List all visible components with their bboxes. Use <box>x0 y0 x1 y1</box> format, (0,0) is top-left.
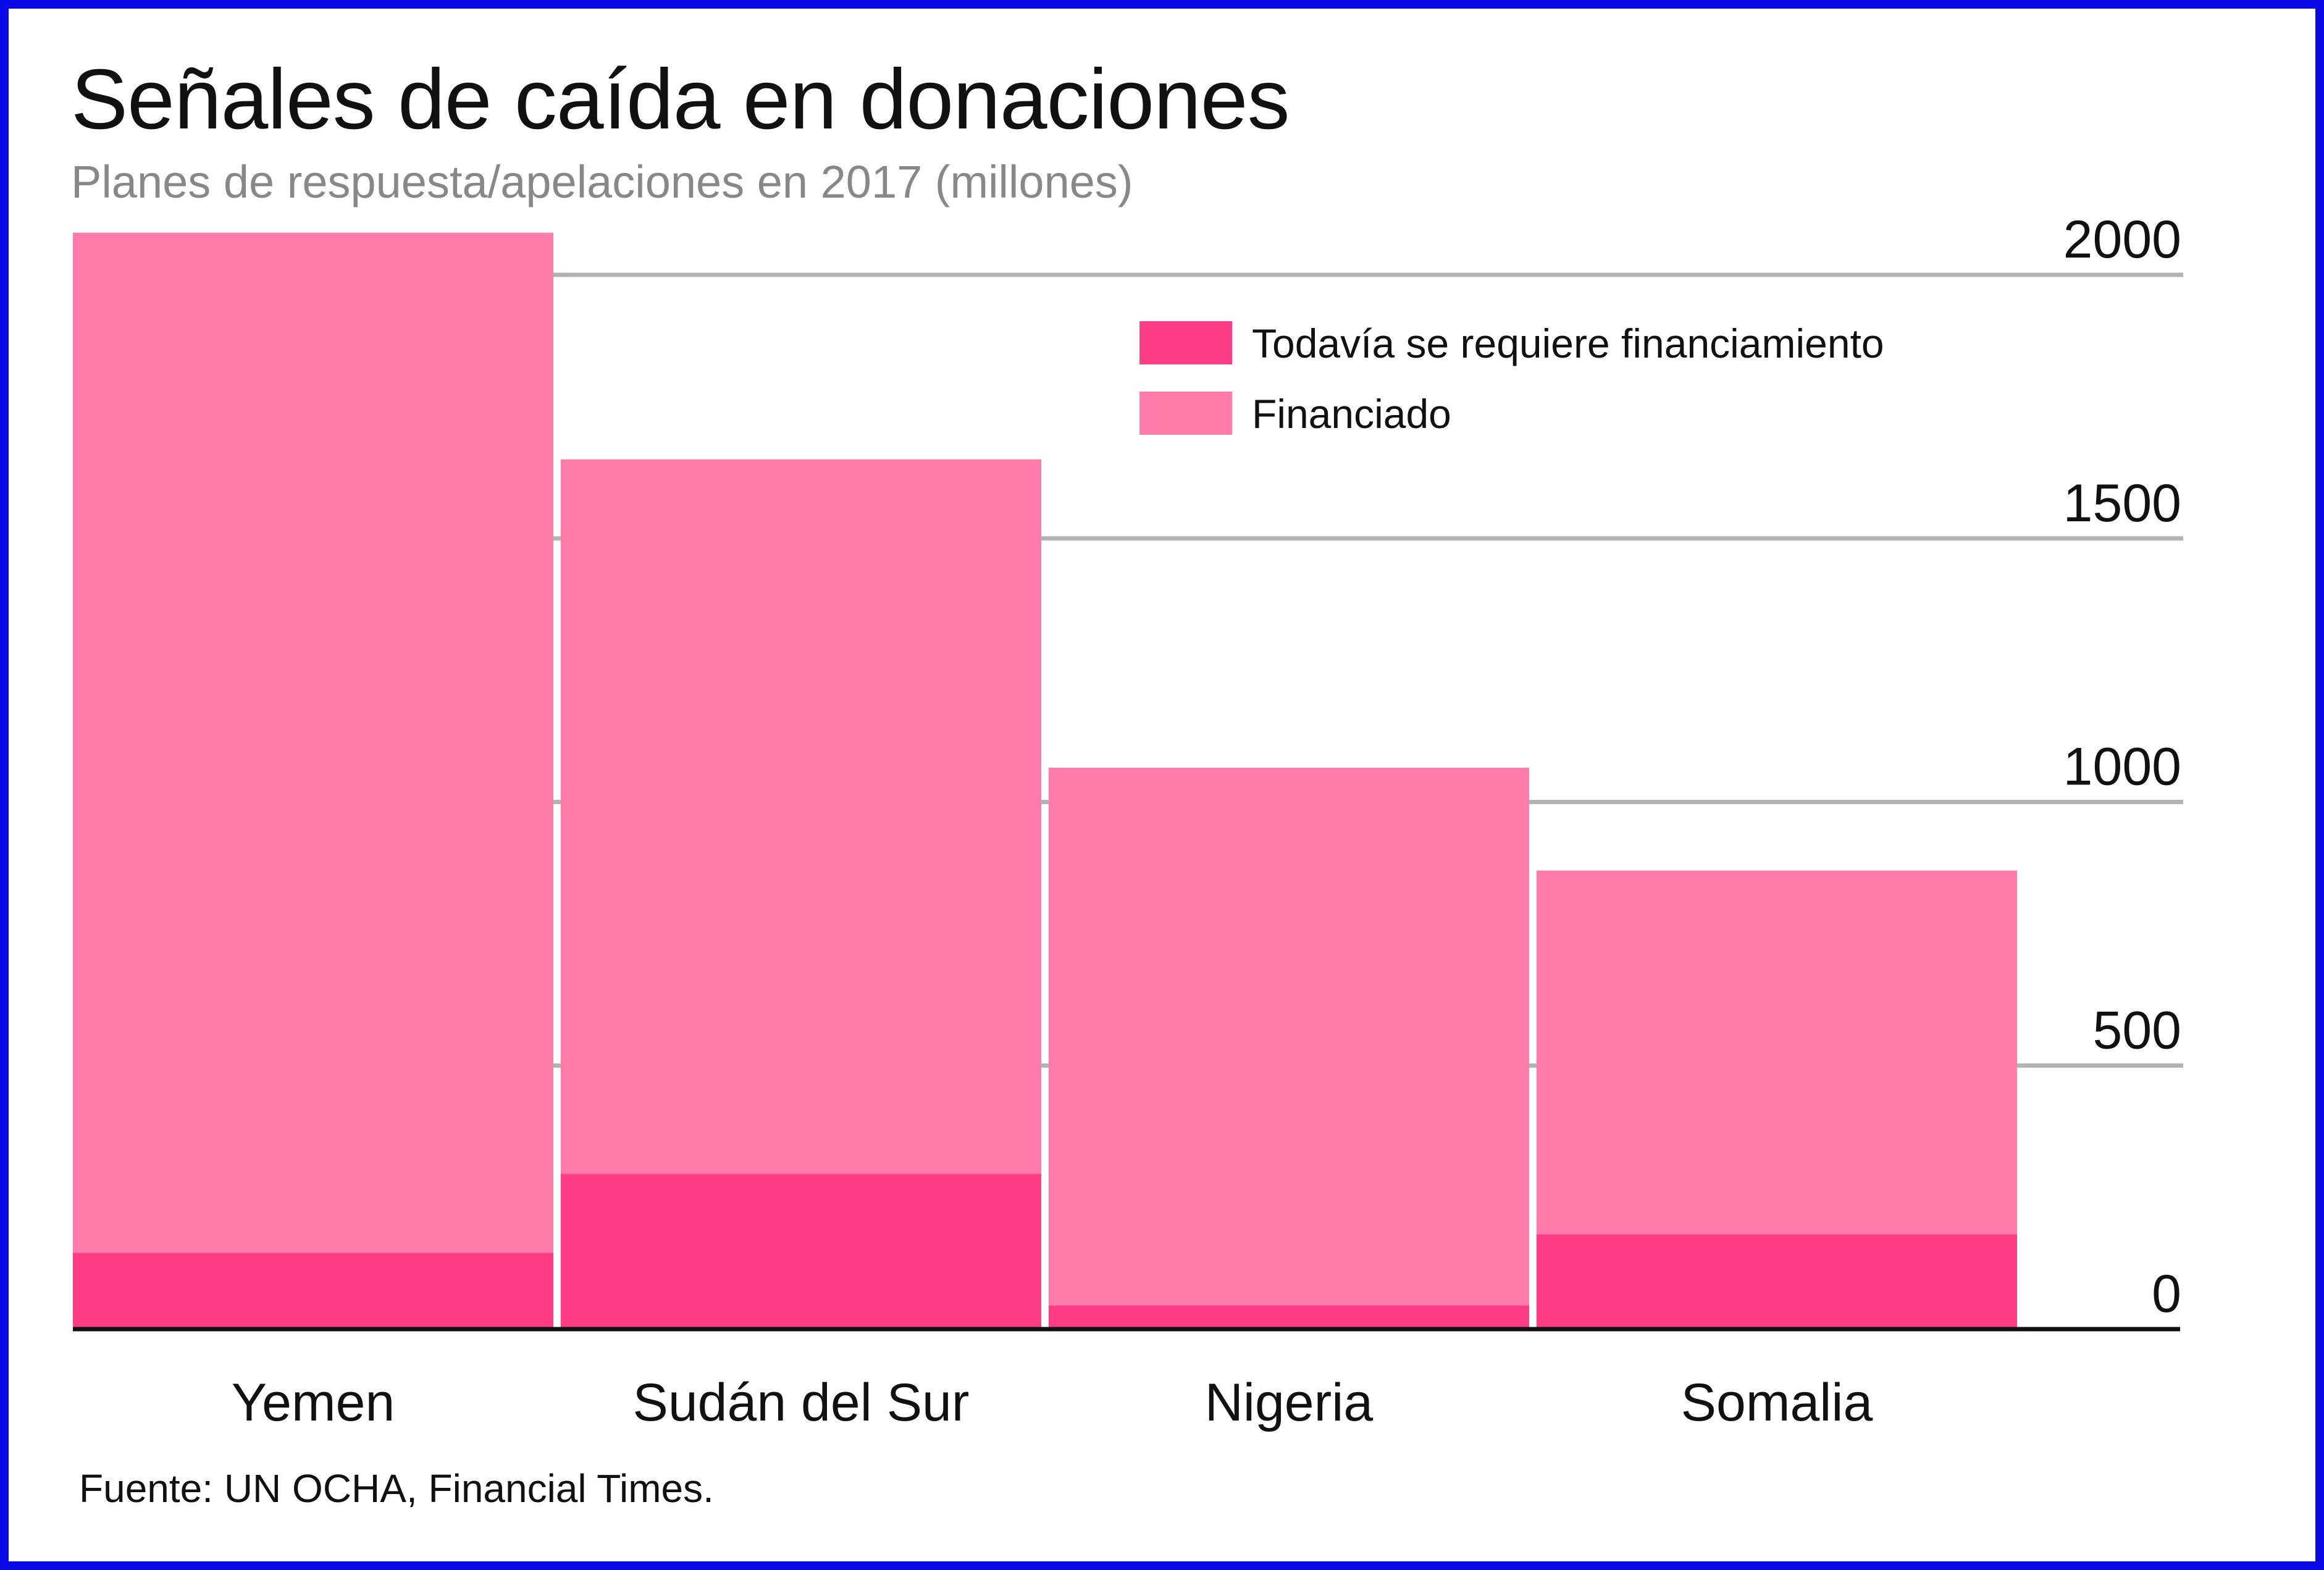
bar-still-required <box>73 1253 553 1329</box>
legend-label: Financiado <box>1252 391 1451 437</box>
bar-funded <box>1537 870 2017 1235</box>
x-category-label: Yemen <box>232 1373 395 1432</box>
x-category-label: Somalia <box>1681 1373 1873 1432</box>
legend: Todavía se requiere financiamiento Financ… <box>1139 321 1884 437</box>
bar-funded <box>561 459 1041 1174</box>
legend-swatch <box>1139 392 1232 435</box>
y-tick-label: 1500 <box>2063 474 2181 533</box>
bar-funded <box>1049 768 1529 1306</box>
bar-still-required <box>1049 1305 1529 1329</box>
chart-subtitle: Planes de respuesta/apelaciones en 2017 … <box>71 156 1133 208</box>
legend-label: Todavía se requiere financiamiento <box>1252 321 1884 366</box>
bars <box>73 232 2017 1329</box>
bar-still-required <box>1537 1234 2017 1329</box>
x-category-label: Sudán del Sur <box>632 1373 969 1432</box>
y-tick-label: 500 <box>2093 1001 2182 1060</box>
y-tick-label: 1000 <box>2063 737 2181 797</box>
bar-funded <box>73 232 553 1253</box>
x-category-label: Nigeria <box>1205 1373 1374 1432</box>
chart-title: Señales de caída en donaciones <box>71 52 1290 147</box>
y-tick-label: 0 <box>2152 1264 2181 1324</box>
source-note: Fuente: UN OCHA, Financial Times. <box>79 1466 714 1511</box>
axis-labels: 0 500 1000 1500 2000 Yemen Sudán del Sur Nigeri… <box>232 210 2181 1432</box>
legend-swatch <box>1139 321 1232 364</box>
y-tick-label: 2000 <box>2063 210 2181 269</box>
bar-still-required <box>561 1173 1041 1329</box>
